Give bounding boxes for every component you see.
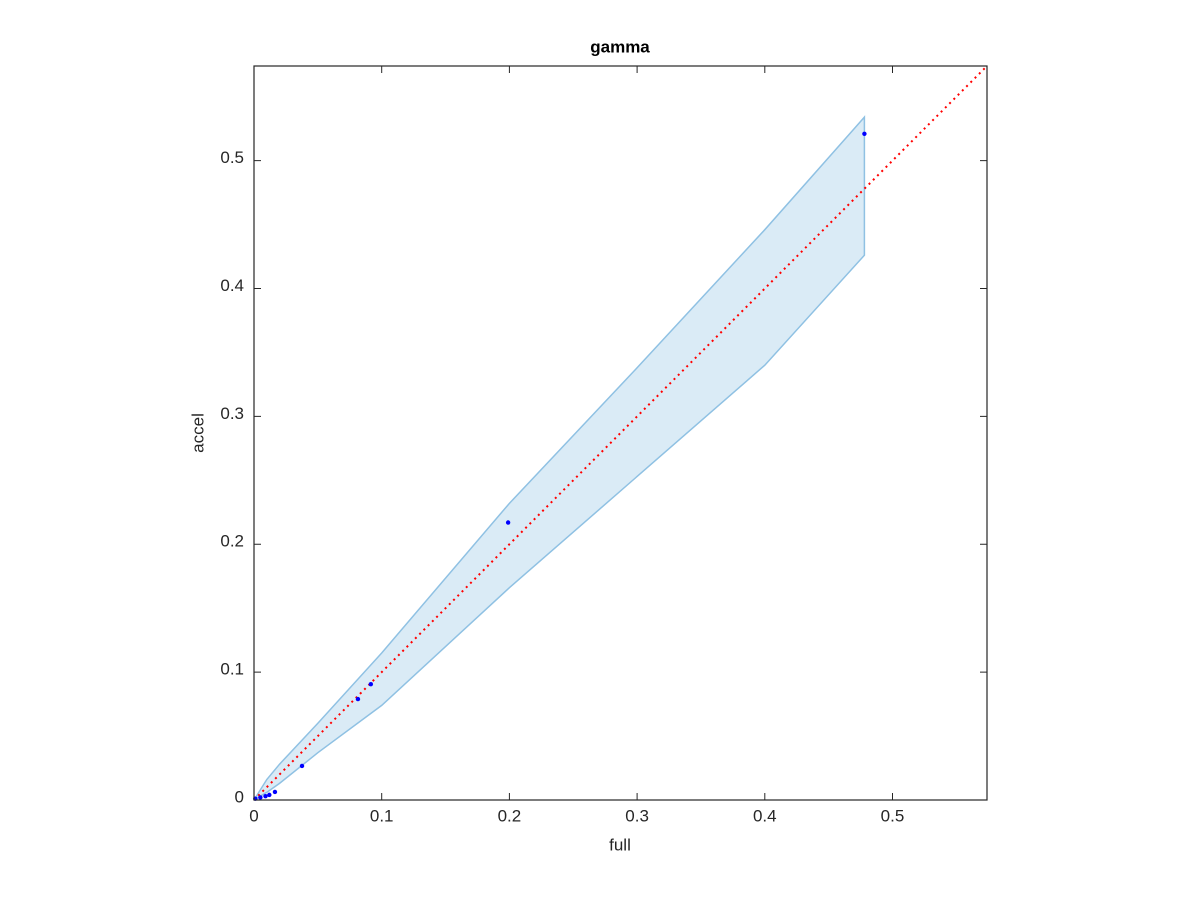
x-tick-label: 0: [249, 806, 258, 825]
data-point: [263, 793, 268, 799]
x-axis-label: full: [609, 835, 631, 854]
data-point: [272, 789, 278, 795]
y-tick-label: 0.2: [220, 532, 244, 551]
y-axis-label: accel: [188, 413, 207, 453]
data-point: [258, 795, 263, 800]
data-point: [862, 131, 867, 136]
x-tick-label: 0.1: [370, 806, 394, 825]
data-point: [299, 763, 305, 769]
chart-title: gamma: [590, 37, 650, 56]
data-point: [505, 520, 511, 525]
data-point: [368, 681, 374, 687]
confidence-band: [253, 115, 866, 801]
data-point: [267, 792, 272, 798]
y-tick-label: 0.4: [220, 276, 244, 295]
x-tick-label: 0.4: [753, 806, 777, 825]
x-tick-label: 0.2: [498, 806, 522, 825]
x-tick-label: 0.3: [625, 806, 649, 825]
reference-line: [253, 65, 988, 801]
y-tick-label: 0: [235, 787, 244, 806]
y-tick-label: 0.5: [220, 148, 244, 167]
plot-frame: [253, 65, 988, 801]
x-tick-label: 0.5: [881, 806, 905, 825]
data-point: [355, 696, 361, 702]
y-tick-label: 0.3: [220, 404, 244, 423]
y-tick-label: 0.1: [220, 660, 244, 679]
